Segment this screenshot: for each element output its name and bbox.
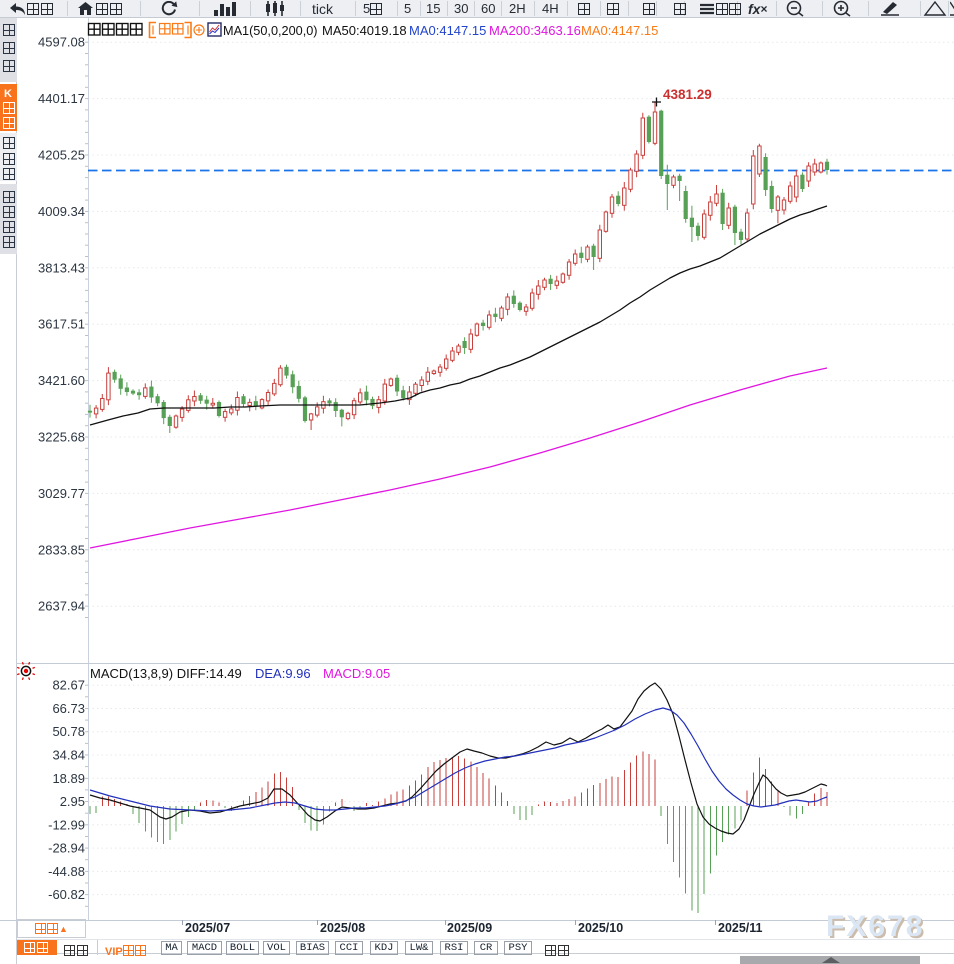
svg-text:82.67: 82.67 [52, 678, 85, 693]
svg-text:MA0:4147.15: MA0:4147.15 [581, 23, 658, 38]
svg-text:-12.99: -12.99 [48, 817, 85, 832]
svg-text:MA0:4147.15: MA0:4147.15 [409, 23, 486, 38]
svg-text:3617.51: 3617.51 [38, 317, 85, 332]
svg-text:3225.68: 3225.68 [38, 430, 85, 445]
svg-text:-44.88: -44.88 [48, 864, 85, 879]
svg-text:4009.34: 4009.34 [38, 204, 85, 219]
svg-text:18.89: 18.89 [52, 771, 85, 786]
svg-text:66.73: 66.73 [52, 701, 85, 716]
svg-text:2833.85: 2833.85 [38, 542, 85, 557]
svg-text:2637.94: 2637.94 [38, 599, 85, 614]
svg-text:3029.77: 3029.77 [38, 486, 85, 501]
svg-text:MACD:9.05: MACD:9.05 [323, 666, 390, 681]
svg-text:4597.08: 4597.08 [38, 35, 85, 50]
svg-text:MA1(50,0,200,0): MA1(50,0,200,0) [223, 24, 318, 38]
svg-text:-28.94: -28.94 [48, 841, 85, 856]
svg-text:50.78: 50.78 [52, 724, 85, 739]
svg-text:34.84: 34.84 [52, 748, 85, 763]
svg-text:4381.29: 4381.29 [663, 87, 712, 102]
svg-text:3813.43: 3813.43 [38, 260, 85, 275]
svg-text:MA200:3463.16: MA200:3463.16 [489, 23, 581, 38]
svg-text:-60.82: -60.82 [48, 887, 85, 902]
svg-text:MACD(13,8,9) DIFF:14.49: MACD(13,8,9) DIFF:14.49 [90, 666, 242, 681]
svg-text:2.95: 2.95 [60, 794, 85, 809]
svg-text:DEA:9.96: DEA:9.96 [255, 666, 311, 681]
svg-text:MA50:4019.18: MA50:4019.18 [322, 23, 407, 38]
svg-text:4401.17: 4401.17 [38, 91, 85, 106]
svg-text:3421.60: 3421.60 [38, 373, 85, 388]
svg-text:4205.25: 4205.25 [38, 148, 85, 163]
